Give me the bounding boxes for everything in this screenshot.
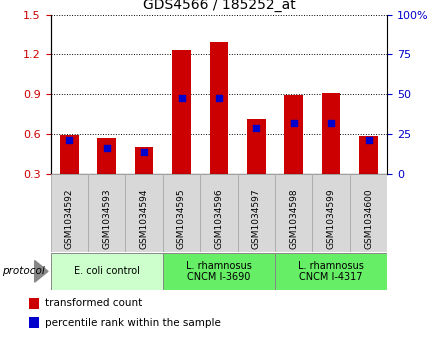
Bar [135, 147, 154, 214]
Text: GSM1034593: GSM1034593 [102, 188, 111, 249]
Bar [163, 174, 200, 252]
Text: GSM1034595: GSM1034595 [177, 188, 186, 249]
Polygon shape [35, 261, 48, 282]
Point [327, 120, 335, 126]
Text: GSM1034597: GSM1034597 [252, 188, 261, 249]
Point [253, 125, 260, 131]
Bar [247, 119, 266, 214]
Text: GSM1034592: GSM1034592 [65, 188, 74, 249]
Text: L. rhamnosus
CNCM I-3690: L. rhamnosus CNCM I-3690 [186, 261, 252, 282]
Text: transformed count: transformed count [45, 298, 142, 309]
Point [290, 120, 297, 126]
Text: protocol: protocol [2, 266, 45, 276]
Bar [29, 317, 39, 328]
Text: L. rhamnosus
CNCM I-4317: L. rhamnosus CNCM I-4317 [298, 261, 364, 282]
Bar [163, 253, 275, 290]
Bar [51, 174, 88, 252]
Bar [322, 93, 341, 214]
Bar [275, 253, 387, 290]
Bar [51, 253, 163, 290]
Bar [350, 174, 387, 252]
Bar [29, 298, 39, 309]
Bar [200, 174, 238, 252]
Text: GSM1034600: GSM1034600 [364, 188, 373, 249]
Text: GSM1034594: GSM1034594 [139, 188, 149, 249]
Bar [275, 174, 312, 252]
Bar [60, 135, 79, 214]
Bar [125, 174, 163, 252]
Text: GSM1034596: GSM1034596 [214, 188, 224, 249]
Text: percentile rank within the sample: percentile rank within the sample [45, 318, 220, 327]
Bar [312, 174, 350, 252]
Bar [238, 174, 275, 252]
Point [216, 95, 222, 101]
Text: E. coli control: E. coli control [74, 266, 139, 276]
Point [141, 149, 148, 155]
Point [103, 145, 110, 151]
Bar [284, 95, 303, 214]
Bar [172, 50, 191, 214]
Bar [88, 174, 125, 252]
Point [178, 95, 185, 101]
Bar [97, 138, 116, 214]
Text: GSM1034599: GSM1034599 [326, 188, 336, 249]
Bar [209, 42, 228, 214]
Point [66, 137, 73, 143]
Title: GDS4566 / 185252_at: GDS4566 / 185252_at [143, 0, 295, 12]
Bar [359, 136, 378, 214]
Point [365, 137, 372, 143]
Text: GSM1034598: GSM1034598 [289, 188, 298, 249]
